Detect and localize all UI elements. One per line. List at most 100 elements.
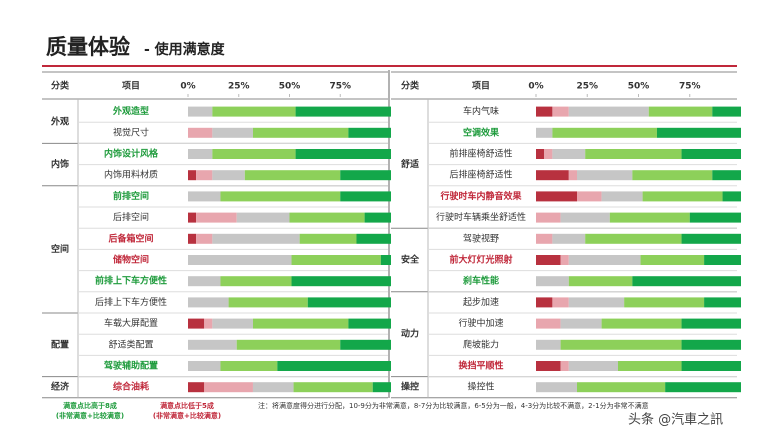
column-header: 项目	[122, 81, 140, 92]
bar-segment	[236, 212, 290, 223]
subtitle: - 使用满意度	[144, 41, 226, 58]
bar-segment	[704, 255, 741, 265]
bar-segment	[252, 127, 349, 138]
x-tick-label: 25%	[228, 82, 250, 92]
row-label: 空调效果	[463, 126, 500, 138]
x-tick-label: 75%	[679, 82, 701, 92]
bar-segment	[277, 361, 391, 371]
bar-segment	[560, 212, 610, 223]
bar-segment	[212, 318, 253, 329]
bar-segment	[560, 255, 569, 265]
bar-segment	[196, 212, 237, 223]
group-label: 空间	[51, 243, 69, 255]
legend-label: 满意点比低于5成	[160, 401, 214, 410]
bar-segment	[568, 255, 641, 265]
bar-segment	[577, 170, 633, 181]
bar-segment	[568, 361, 618, 371]
bar-segment	[188, 127, 213, 138]
bar-segment	[568, 106, 649, 117]
bar-segment	[585, 149, 682, 159]
legend-label: 满意点比高于8成	[63, 401, 117, 410]
bar-segment	[536, 318, 561, 329]
bar-segment	[568, 170, 577, 181]
bar-segment	[601, 191, 643, 202]
bar-segment	[560, 361, 569, 371]
x-tick-label: 50%	[628, 82, 650, 92]
bar-segment	[188, 318, 205, 329]
bar-segment	[552, 127, 657, 138]
bar-segment	[295, 106, 391, 117]
bar-segment	[536, 233, 553, 244]
bar-segment	[648, 106, 713, 117]
row-label: 换挡平顺性	[458, 360, 503, 372]
bar-segment	[220, 191, 341, 202]
bar-segment	[212, 149, 296, 159]
bar-segment	[568, 276, 633, 287]
bar-segment	[228, 297, 308, 308]
bar-segment	[212, 127, 253, 138]
bar-segment	[536, 149, 545, 159]
bar-segment	[380, 255, 391, 265]
legend-sub: (非常满意+比较满意)	[153, 411, 221, 420]
bar-segment	[348, 127, 391, 138]
bar-segment	[188, 212, 197, 223]
bar-segment	[196, 170, 213, 181]
bar-segment	[536, 255, 561, 265]
bar-segment	[712, 106, 741, 117]
bar-segment	[204, 382, 253, 393]
bar-segment	[291, 255, 381, 265]
bar-segment	[681, 361, 741, 371]
row-label: 驾驶辅助配置	[104, 360, 158, 372]
row-label: 后排空间	[113, 211, 149, 223]
bar-segment	[681, 233, 741, 244]
title: 质量体验	[46, 35, 130, 59]
bar-segment	[704, 297, 741, 308]
column-header: 项目	[472, 81, 490, 92]
bar-segment	[552, 297, 569, 308]
bar-segment	[681, 149, 741, 159]
bar-segment	[552, 106, 569, 117]
column-header: 分类	[51, 80, 70, 92]
bar-segment	[188, 233, 197, 244]
bar-segment	[220, 276, 292, 287]
bar-segment	[356, 233, 391, 244]
group-label: 外观	[50, 116, 69, 128]
row-label: 前大灯灯光照射	[449, 254, 512, 266]
row-label: 行驶时车内静音效果	[439, 190, 522, 202]
bar-segment	[204, 318, 213, 329]
bar-segment	[601, 318, 682, 329]
row-label: 内饰设计风格	[104, 148, 159, 160]
row-label: 前排座椅舒适性	[449, 148, 512, 160]
bar-segment	[340, 339, 391, 350]
bar-segment	[188, 191, 221, 202]
bar-segment	[196, 233, 213, 244]
group-label: 内饰	[51, 158, 69, 170]
legend-sub: (非常满意+比较满意)	[56, 411, 124, 420]
bar-segment	[299, 233, 357, 244]
bar-segment	[681, 339, 741, 350]
row-label: 行驶中加速	[458, 317, 503, 329]
bar-segment	[307, 297, 391, 308]
bar-segment	[568, 297, 625, 308]
x-tick-label: 0%	[528, 82, 543, 92]
bar-segment	[252, 382, 294, 393]
x-tick-label: 75%	[329, 82, 351, 92]
bar-segment	[560, 318, 602, 329]
x-tick-label: 50%	[279, 82, 301, 92]
bar-segment	[544, 149, 553, 159]
row-label: 行驶时车辆乘坐舒适性	[436, 211, 526, 223]
row-label: 储物空间	[113, 254, 149, 266]
row-label: 车内气味	[463, 105, 499, 117]
bar-segment	[536, 361, 561, 371]
bar-segment	[348, 318, 391, 329]
row-label: 刹车性能	[463, 275, 499, 287]
bar-segment	[536, 191, 577, 202]
group-label: 动力	[401, 328, 419, 340]
row-label: 后排上下车方便性	[95, 296, 167, 308]
bar-segment	[536, 127, 553, 138]
bar-segment	[212, 170, 245, 181]
watermark: 头条 @汽車之訊	[628, 412, 723, 428]
bar-segment	[188, 382, 205, 393]
bar-segment	[552, 149, 586, 159]
bar-segment	[536, 339, 561, 350]
